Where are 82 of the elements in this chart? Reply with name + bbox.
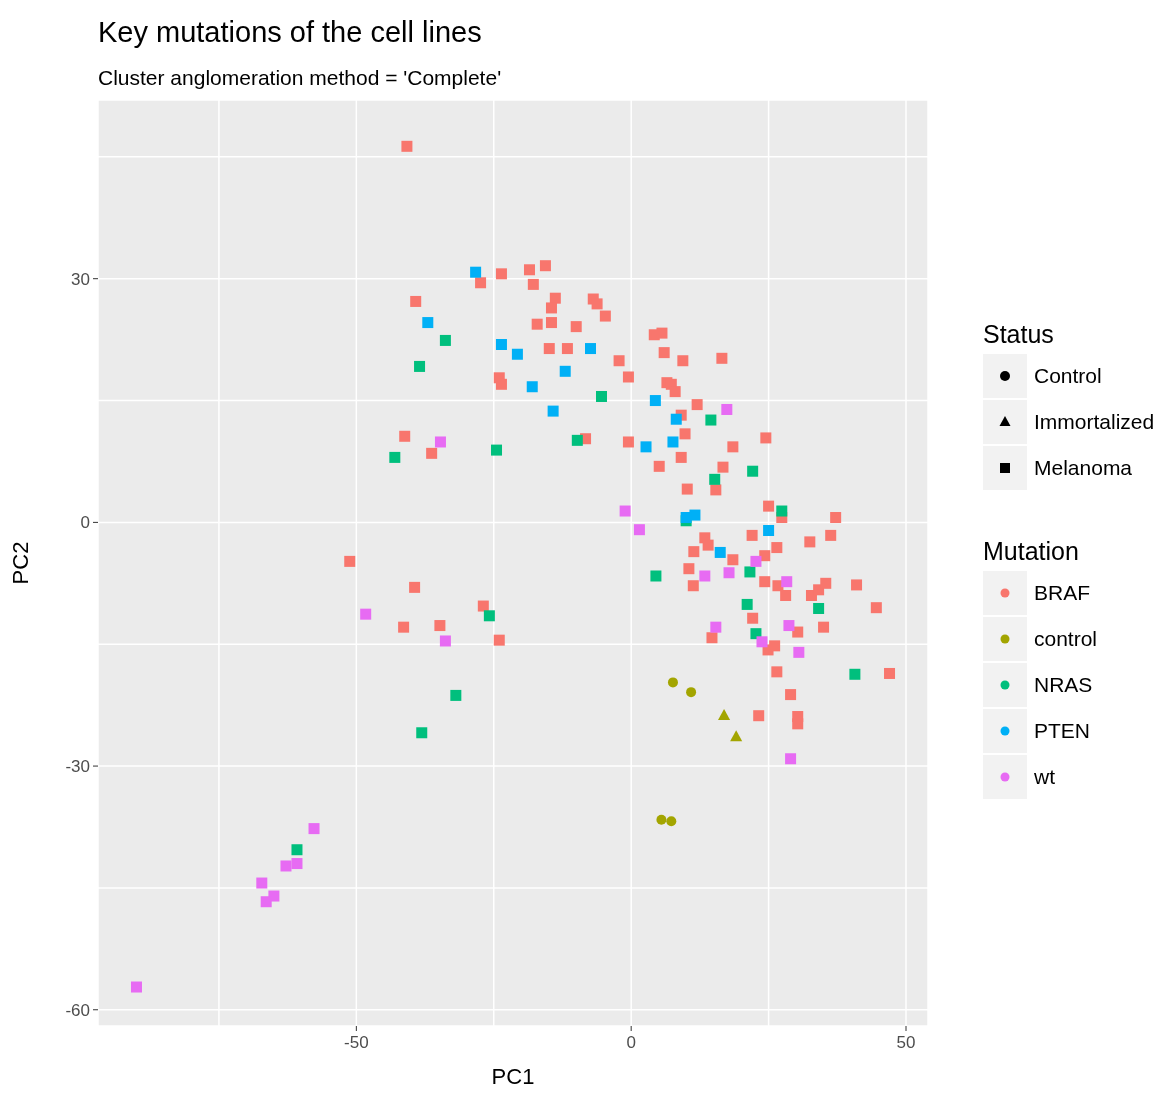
point — [640, 441, 652, 453]
point — [793, 646, 805, 658]
point — [666, 816, 677, 827]
point — [783, 620, 795, 632]
point — [709, 473, 721, 485]
point — [130, 981, 142, 993]
point — [256, 877, 268, 889]
chart-subtitle: Cluster anglomeration method = 'Complete' — [98, 66, 502, 90]
point — [744, 566, 756, 578]
point — [619, 505, 631, 517]
point — [633, 524, 645, 536]
legend-label: Control — [1034, 364, 1102, 388]
point — [422, 317, 434, 329]
point — [571, 434, 583, 446]
point — [414, 360, 426, 372]
point — [495, 339, 507, 350]
point — [741, 598, 753, 610]
point — [750, 628, 762, 640]
x-axis-title: PC1 — [491, 1064, 535, 1089]
point — [526, 381, 538, 393]
point — [776, 505, 788, 517]
point — [511, 348, 523, 360]
legend-label: PTEN — [1034, 719, 1091, 743]
point — [763, 525, 775, 537]
y-tick-label: 30 — [71, 269, 90, 289]
x-tick-label: 50 — [896, 1033, 916, 1052]
chart-title: Key mutations of the cell lines — [98, 16, 482, 49]
legend-label: control — [1034, 627, 1098, 651]
legend-label: Melanoma — [1034, 456, 1133, 480]
y-tick-label: -30 — [65, 757, 90, 777]
text: Status — [983, 320, 1054, 348]
point — [781, 576, 793, 588]
point — [596, 390, 607, 402]
point — [450, 689, 462, 701]
legend-label: BRAF — [1034, 581, 1091, 605]
text: Mutation — [983, 537, 1079, 565]
point — [291, 858, 303, 870]
legend-label: Immortalized — [1034, 410, 1155, 434]
point — [710, 621, 722, 633]
point — [667, 677, 678, 688]
point — [849, 668, 861, 680]
point — [747, 465, 759, 477]
point — [750, 555, 762, 567]
point — [559, 365, 571, 377]
point — [756, 636, 768, 648]
point — [470, 266, 482, 278]
point — [547, 405, 559, 417]
point — [434, 436, 446, 448]
x-tick-label: 0 — [626, 1033, 636, 1052]
point — [416, 727, 428, 739]
point — [439, 635, 451, 647]
y-tick-label: -60 — [65, 1000, 90, 1020]
point — [389, 451, 401, 463]
point — [686, 687, 697, 698]
x-tick-label: -50 — [344, 1033, 369, 1052]
point — [656, 814, 667, 825]
point — [291, 844, 303, 856]
legend-label: NRAS — [1034, 673, 1093, 697]
point — [699, 570, 711, 582]
y-tick-label: 0 — [80, 513, 90, 533]
point — [718, 709, 731, 721]
point — [280, 860, 292, 872]
point — [483, 610, 495, 622]
point — [730, 730, 743, 742]
point — [670, 413, 682, 425]
y-axis-title: PC2 — [7, 541, 33, 585]
point — [308, 823, 320, 835]
legend-label: wt — [1034, 765, 1055, 789]
point — [585, 343, 596, 355]
point — [705, 414, 717, 426]
point — [723, 567, 735, 579]
point — [491, 444, 503, 456]
point — [721, 403, 733, 415]
point — [650, 570, 662, 582]
point — [260, 896, 272, 908]
point — [439, 334, 451, 346]
point — [813, 602, 825, 614]
point — [667, 436, 679, 448]
point — [714, 546, 726, 558]
point — [649, 395, 661, 407]
point — [360, 608, 372, 620]
point — [785, 753, 797, 765]
